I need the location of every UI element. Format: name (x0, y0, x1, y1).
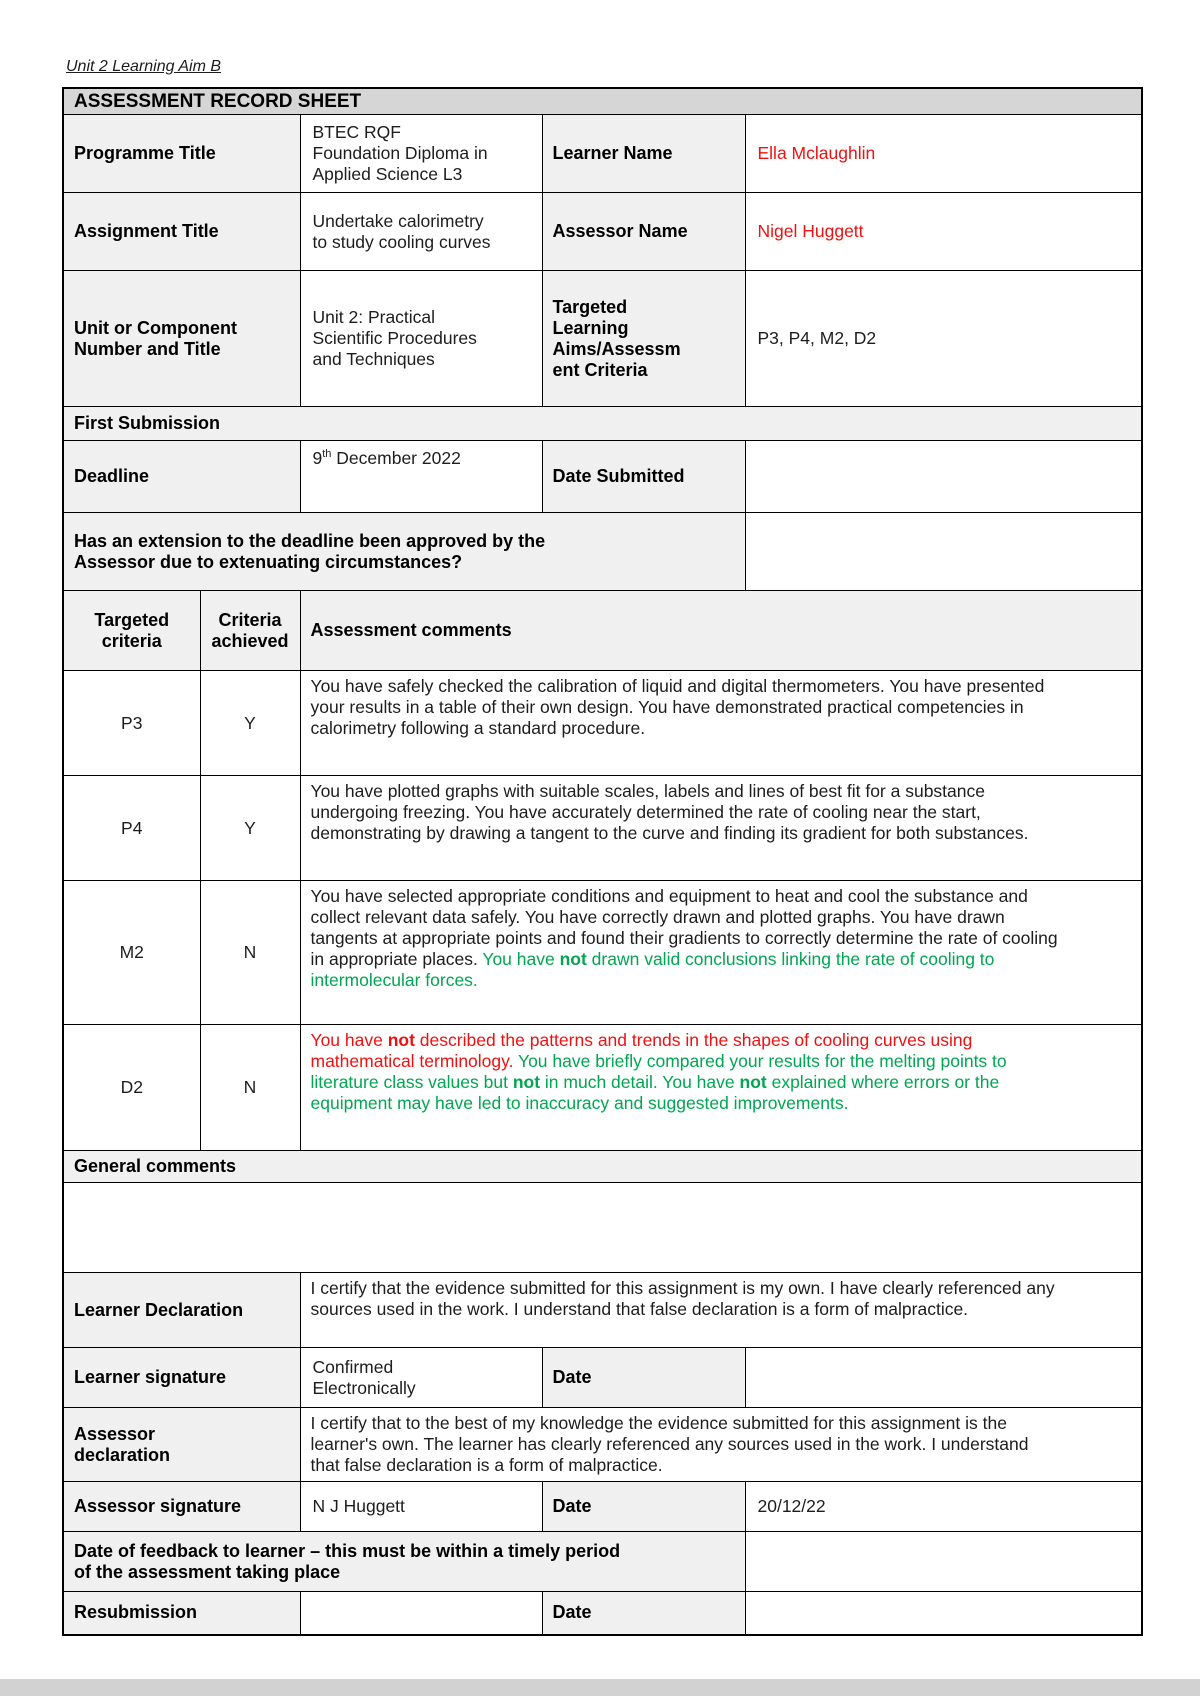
programme-title-label: Programme Title (62, 114, 301, 193)
assessor-declaration-text: I certify that to the best of my knowled… (299, 1407, 1143, 1482)
unit-number-value: Unit 2: Practical Scientific Procedures … (299, 270, 543, 407)
criteria-row-p3: P3 Y You have safely checked the calibra… (62, 670, 1143, 776)
assessment-comments-header: Assessment comments (299, 590, 1143, 671)
assessor-date-value: 20/12/22 (744, 1481, 1143, 1532)
feedback-date-row: Date of feedback to learner – this must … (62, 1531, 1143, 1592)
title-row: ASSESSMENT RECORD SHEET (62, 87, 1143, 115)
programme-title-value: BTEC RQF Foundation Diploma in Applied S… (299, 114, 543, 193)
extension-answer-cell[interactable] (744, 512, 1143, 591)
first-submission-band: First Submission (62, 406, 1143, 441)
feedback-date-label: Date of feedback to learner – this must … (62, 1531, 746, 1592)
targeted-aims-label: Targeted Learning Aims/Assessment Criter… (541, 270, 746, 407)
resubmission-value[interactable] (299, 1591, 543, 1635)
assessor-date-label: Date (541, 1481, 746, 1532)
assessment-record-table: ASSESSMENT RECORD SHEET Programme Title … (62, 87, 1144, 1636)
programme-row: Programme Title BTEC RQF Foundation Dipl… (62, 114, 1143, 193)
criteria-code: P3 (62, 670, 201, 776)
unit-row: Unit or Component Number and Title Unit … (62, 270, 1143, 407)
assignment-row: Assignment Title Undertake calorimetry t… (62, 192, 1143, 271)
criteria-row-d2: D2 N You have not described the patterns… (62, 1024, 1143, 1151)
criteria-row-m2: M2 N You have selected appropriate condi… (62, 880, 1143, 1025)
ordinal-suffix: th (322, 448, 332, 461)
criteria-achieved: Y (199, 775, 301, 881)
learner-date-value[interactable] (744, 1347, 1143, 1408)
general-comments-label: General comments (62, 1150, 1143, 1183)
criteria-achieved-header: Criteria achieved (199, 590, 301, 671)
criteria-comments: You have plotted graphs with suitable sc… (299, 775, 1143, 881)
learner-name-label: Learner Name (541, 114, 746, 193)
learner-declaration-text: I certify that the evidence submitted fo… (299, 1272, 1143, 1348)
learner-signature-value: Confirmed Electronically (299, 1347, 543, 1408)
learner-signature-label: Learner signature (62, 1347, 301, 1408)
learner-signature-row: Learner signature Confirmed Electronical… (62, 1347, 1143, 1408)
deadline-label: Deadline (62, 440, 301, 513)
assessor-declaration-row: Assessor declaration I certify that to t… (62, 1407, 1143, 1482)
resubmission-date-value[interactable] (744, 1591, 1143, 1635)
learner-declaration-row: Learner Declaration I certify that the e… (62, 1272, 1143, 1348)
assignment-title-label: Assignment Title (62, 192, 301, 271)
extension-row: Has an extension to the deadline been ap… (62, 512, 1143, 591)
unit-number-label: Unit or Component Number and Title (62, 270, 301, 407)
learner-date-label: Date (541, 1347, 746, 1408)
assessor-name-value: Nigel Huggett (744, 192, 1143, 271)
assignment-title-value: Undertake calorimetry to study cooling c… (299, 192, 543, 271)
criteria-comments: You have selected appropriate conditions… (299, 880, 1143, 1025)
page-bottom-edge (0, 1679, 1200, 1696)
learner-name-value: Ella Mclaughlin (744, 114, 1143, 193)
criteria-comments: You have not described the patterns and … (299, 1024, 1143, 1151)
deadline-row: Deadline 9th December 2022 Date Submitte… (62, 440, 1143, 513)
targeted-aims-value: P3, P4, M2, D2 (744, 270, 1143, 407)
assessor-name-label: Assessor Name (541, 192, 746, 271)
extension-question: Has an extension to the deadline been ap… (62, 512, 746, 591)
assessor-signature-label: Assessor signature (62, 1481, 301, 1532)
criteria-comments: You have safely checked the calibration … (299, 670, 1143, 776)
criteria-achieved: Y (199, 670, 301, 776)
criteria-achieved: N (199, 880, 301, 1025)
first-submission-label: First Submission (62, 406, 1143, 441)
criteria-code: D2 (62, 1024, 201, 1151)
date-submitted-value[interactable] (744, 440, 1143, 513)
criteria-row-p4: P4 Y You have plotted graphs with suitab… (62, 775, 1143, 881)
learner-declaration-label: Learner Declaration (62, 1272, 301, 1348)
assessor-signature-row: Assessor signature N J Huggett Date 20/1… (62, 1481, 1143, 1532)
targeted-criteria-header: Targeted criteria (62, 590, 201, 671)
resubmission-row: Resubmission Date (62, 1591, 1143, 1635)
general-comments-area[interactable] (62, 1182, 1143, 1273)
date-submitted-label: Date Submitted (541, 440, 746, 513)
sheet-title: ASSESSMENT RECORD SHEET (62, 87, 1143, 115)
assessor-signature-value: N J Huggett (299, 1481, 543, 1532)
resubmission-date-label: Date (541, 1591, 746, 1635)
criteria-code: P4 (62, 775, 201, 881)
general-comments-band: General comments (62, 1150, 1143, 1183)
criteria-code: M2 (62, 880, 201, 1025)
general-comments-row (62, 1182, 1143, 1273)
criteria-achieved: N (199, 1024, 301, 1151)
criteria-header-row: Targeted criteria Criteria achieved Asse… (62, 590, 1143, 671)
feedback-date-value[interactable] (744, 1531, 1143, 1592)
assessor-declaration-label: Assessor declaration (62, 1407, 301, 1482)
doc-header: Unit 2 Learning Aim B (66, 58, 222, 75)
resubmission-label: Resubmission (62, 1591, 301, 1635)
deadline-value: 9th December 2022 (299, 440, 543, 513)
